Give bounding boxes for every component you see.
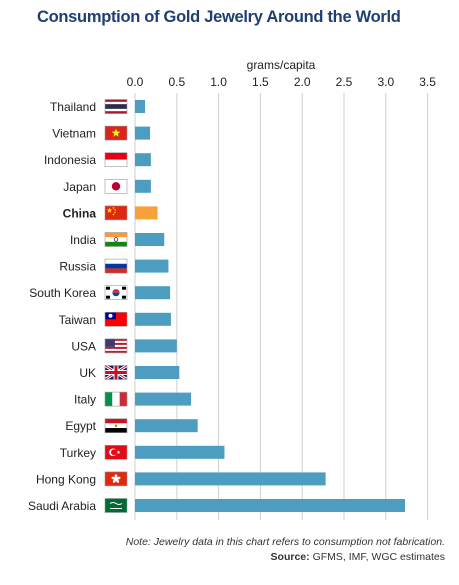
- bar-usa: [135, 339, 177, 353]
- bar-row-saudi-arabia: Saudi Arabia: [28, 498, 406, 513]
- chart-note: Note: Jewelry data in this chart refers …: [125, 536, 445, 548]
- category-label: Japan: [63, 180, 96, 194]
- bar-row-thailand: Thailand: [50, 99, 146, 114]
- bar-thailand: [135, 100, 146, 113]
- category-label: Vietnam: [52, 127, 96, 141]
- source-label: Source:: [270, 551, 310, 563]
- bar-south-korea: [135, 286, 171, 300]
- bar-taiwan: [135, 312, 171, 326]
- bar-india: [135, 233, 165, 246]
- indonesia-flag-icon: [104, 152, 128, 167]
- bar-row-india: India: [70, 232, 165, 247]
- category-label: Taiwan: [59, 313, 96, 327]
- bar-row-japan: Japan: [63, 179, 151, 194]
- bar-vietnam: [135, 126, 151, 140]
- bar-row-south-korea: South Korea: [29, 285, 171, 301]
- italy-flag-icon: [104, 391, 128, 407]
- chart-source: Source: GFMS, IMF, WGC estimates: [271, 551, 445, 563]
- chart-title: Consumption of Gold Jewelry Around the W…: [37, 8, 401, 26]
- category-label: India: [70, 233, 96, 247]
- bar-row-turkey: Turkey: [60, 444, 225, 460]
- bar-egypt: [135, 419, 198, 433]
- category-label: Russia: [59, 260, 96, 274]
- bar-rows: Thailand Vietnam Indonesia Japan China India R…: [28, 99, 406, 513]
- bar-saudi-arabia: [135, 499, 406, 512]
- thailand-flag-icon: [104, 99, 128, 114]
- bar-row-russia: Russia: [59, 258, 169, 274]
- category-label: Hong Kong: [36, 472, 96, 486]
- x-tick-label: 1.5: [252, 75, 269, 89]
- china-flag-icon: [104, 205, 128, 221]
- category-label: Indonesia: [44, 153, 96, 167]
- saudi-arabia-flag-icon: [104, 498, 128, 513]
- category-label: China: [63, 206, 97, 220]
- x-tick-label: 3.5: [419, 75, 436, 89]
- vietnam-flag-icon: [104, 125, 128, 141]
- south-korea-flag-icon: [104, 285, 128, 301]
- bar-row-hong-kong: Hong Kong: [36, 471, 326, 487]
- bar-indonesia: [135, 153, 151, 167]
- bar-uk: [135, 366, 180, 379]
- bar-hong-kong: [135, 472, 326, 486]
- egypt-flag-icon: [104, 418, 128, 434]
- x-axis-ticks: 0.0 0.5 1.0 1.5 2.0 2.5 3.0 3.5: [127, 75, 437, 89]
- bar-row-usa: USA: [71, 338, 177, 354]
- bar-china: [135, 206, 158, 220]
- category-label: Egypt: [65, 419, 96, 433]
- bar-turkey: [135, 445, 225, 459]
- x-tick-label: 1.0: [210, 75, 227, 89]
- x-axis-label: grams/capita: [247, 58, 316, 72]
- bar-row-indonesia: Indonesia: [44, 152, 151, 167]
- category-label: UK: [79, 366, 96, 380]
- bar-row-china: China: [63, 205, 158, 221]
- bar-italy: [135, 392, 192, 406]
- bar-row-taiwan: Taiwan: [59, 311, 171, 327]
- bar-row-uk: UK: [79, 364, 180, 381]
- bar-row-egypt: Egypt: [65, 418, 198, 434]
- x-tick-label: 2.0: [294, 75, 311, 89]
- turkey-flag-icon: [104, 444, 128, 460]
- category-label: South Korea: [29, 286, 96, 300]
- russia-flag-icon: [104, 258, 128, 274]
- usa-flag-icon: [104, 338, 128, 354]
- bar-row-italy: Italy: [74, 391, 192, 407]
- x-tick-label: 0.0: [127, 75, 144, 89]
- hong-kong-flag-icon: [104, 471, 128, 487]
- taiwan-flag-icon: [104, 311, 128, 327]
- bar-russia: [135, 259, 169, 273]
- category-label: Saudi Arabia: [28, 499, 96, 513]
- x-tick-label: 0.5: [168, 75, 185, 89]
- x-tick-label: 2.5: [336, 75, 353, 89]
- uk-flag-icon: [104, 364, 128, 381]
- category-label: Thailand: [50, 100, 96, 114]
- japan-flag-icon: [104, 179, 128, 194]
- category-label: USA: [71, 339, 96, 353]
- india-flag-icon: [104, 232, 128, 247]
- category-label: Italy: [74, 393, 96, 407]
- bar-japan: [135, 179, 151, 193]
- source-text: GFMS, IMF, WGC estimates: [312, 551, 445, 563]
- category-label: Turkey: [60, 446, 96, 460]
- bar-row-vietnam: Vietnam: [52, 125, 151, 141]
- x-tick-label: 3.0: [377, 75, 394, 89]
